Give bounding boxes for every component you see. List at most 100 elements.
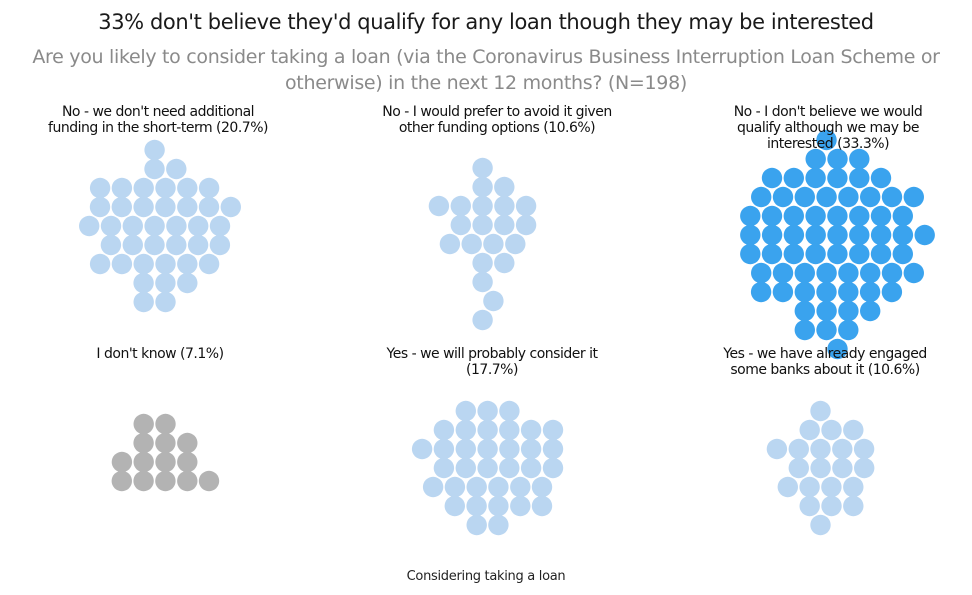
bubble-mark <box>455 419 476 441</box>
bubble-mark <box>794 262 815 284</box>
bubble-mark <box>466 476 487 498</box>
bubble-mark <box>209 234 231 256</box>
bubble-mark <box>903 262 924 284</box>
bubble-mark <box>860 186 881 208</box>
bubble-mark <box>799 476 820 498</box>
bubble-mark <box>832 457 853 479</box>
bubble-mark <box>472 195 493 217</box>
bubble-mark <box>520 457 542 479</box>
bubble-mark <box>133 272 154 294</box>
bubble-mark <box>531 476 553 498</box>
bubble-mark <box>542 457 564 479</box>
bubble-mark <box>455 457 476 479</box>
bubble-mark <box>209 215 231 237</box>
bubble-mark <box>111 196 132 218</box>
bubble-mark <box>881 281 903 303</box>
bubble-mark <box>805 243 826 265</box>
bubble-mark <box>144 158 165 180</box>
bubble-mark <box>144 234 165 256</box>
bubble-mark <box>805 205 826 227</box>
bubble-mark <box>740 243 761 265</box>
bubble-mark <box>827 148 848 170</box>
bubble-mark <box>187 234 209 256</box>
bubble-mark <box>133 177 154 199</box>
bubble-mark <box>477 419 498 441</box>
bubble-mark <box>472 309 493 331</box>
bubble-mark <box>843 476 864 498</box>
bubble-mark <box>483 290 504 312</box>
bubble-mark <box>177 451 198 473</box>
bubble-mark <box>494 195 515 217</box>
bubble-mark <box>133 470 154 492</box>
bubble-mark <box>177 272 198 294</box>
bubble-mark <box>849 148 870 170</box>
bubble-mark <box>488 495 509 517</box>
bubble-mark <box>100 215 122 237</box>
bubble-mark <box>177 253 198 275</box>
bubble-mark <box>505 233 526 255</box>
bubble-mark <box>849 167 870 189</box>
bubble-mark <box>439 233 461 255</box>
bubble-mark <box>515 195 537 217</box>
bubble-mark <box>494 214 515 236</box>
bubble-mark <box>198 196 220 218</box>
bubble-mark <box>810 514 831 536</box>
bubble-cluster-1 <box>79 139 241 313</box>
bubble-mark <box>461 233 482 255</box>
bubble-mark <box>870 243 892 265</box>
bubble-mark <box>816 281 837 303</box>
panel-label-probably-consider: Yes - we will probably consider it (17.7… <box>386 346 598 378</box>
bubble-mark <box>444 495 465 517</box>
bubble-mark <box>177 470 198 492</box>
bubble-mark <box>111 470 132 492</box>
bubble-mark <box>777 476 798 498</box>
bubble-mark <box>155 253 176 275</box>
bubble-mark <box>411 438 433 460</box>
bubble-mark <box>520 438 542 460</box>
bubble-mark <box>772 262 794 284</box>
bubble-mark <box>89 177 111 199</box>
bubble-mark <box>133 253 154 275</box>
chart-title: 33% don't believe they'd qualify for any… <box>98 10 874 34</box>
bubble-cluster-4 <box>111 413 220 492</box>
bubble-mark <box>177 177 198 199</box>
bubble-mark <box>838 281 859 303</box>
bubble-mark <box>860 300 881 322</box>
bubble-mark <box>198 177 220 199</box>
bubble-cluster-6 <box>766 400 875 536</box>
bubble-mark <box>111 253 133 275</box>
bubble-mark <box>155 470 176 492</box>
bubble-mark <box>761 205 783 227</box>
bubble-mark <box>155 196 176 218</box>
bubble-mark <box>751 262 772 284</box>
bubble-mark <box>472 157 493 179</box>
bubble-mark <box>144 215 165 237</box>
bubble-mark <box>472 176 493 198</box>
bubble-mark <box>111 177 133 199</box>
bubble-mark <box>788 438 809 460</box>
bubble-mark <box>805 224 826 246</box>
bubble-mark <box>166 215 187 237</box>
bubble-mark <box>515 214 537 236</box>
bubble-mark <box>799 419 820 441</box>
bubble-mark <box>455 400 476 422</box>
bubble-mark <box>494 176 515 198</box>
bubble-mark <box>450 195 471 217</box>
bubble-mark <box>133 291 154 313</box>
bubble-mark <box>133 196 154 218</box>
panel-label-prefer-to-avoid: No - I would prefer to avoid it given ot… <box>382 104 612 136</box>
bubble-mark <box>740 205 761 227</box>
bubble-mark <box>859 281 881 303</box>
bubble-mark <box>499 400 520 422</box>
bubble-mark <box>832 438 853 460</box>
bubble-mark <box>133 451 154 473</box>
bubble-mark <box>100 234 122 256</box>
bubble-mark <box>483 233 504 255</box>
bubble-mark <box>444 476 466 498</box>
bubble-mark <box>494 252 515 274</box>
bubble-mark <box>510 495 531 517</box>
bubble-mark <box>472 214 493 236</box>
panel-label-engaged-banks: Yes - we have already engaged some banks… <box>723 346 927 378</box>
bubble-mark <box>827 167 848 189</box>
